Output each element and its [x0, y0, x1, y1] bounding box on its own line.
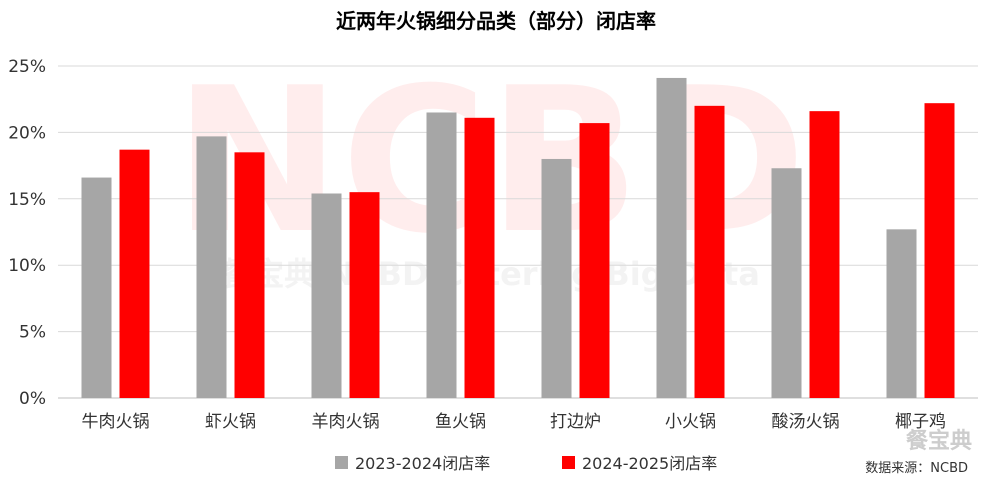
x-tick-label: 羊肉火锅 [312, 412, 380, 432]
bar-2 [924, 103, 955, 399]
x-axis-tick-labels: 牛肉火锅 虾火锅 羊肉火锅 鱼火锅 打边炉 小火锅 酸汤火锅 椰子鸡 [82, 412, 947, 432]
bars [81, 77, 955, 399]
bar-1 [656, 77, 687, 399]
legend-label: 2024-2025闭店率 [582, 454, 717, 473]
bar-2 [579, 123, 610, 398]
legend-swatch [335, 456, 348, 469]
bar-1 [196, 136, 227, 398]
x-tick-label: 酸汤火锅 [772, 412, 840, 432]
y-tick-label: 15% [8, 190, 46, 210]
bar-1 [426, 112, 457, 398]
bar-2 [234, 152, 265, 398]
bar-2 [809, 111, 840, 398]
chart-title: 近两年火锅细分品类（部分）闭店率 [336, 9, 656, 33]
x-tick-label: 椰子鸡 [895, 412, 946, 432]
y-tick-label: 25% [8, 57, 46, 77]
bar-1 [81, 177, 112, 398]
bar-1 [886, 229, 917, 398]
legend: 2023-2024闭店率 2024-2025闭店率 [335, 454, 717, 473]
y-tick-label: 20% [8, 123, 46, 143]
bar-2 [119, 149, 150, 398]
brand-logo: 餐宝典 [906, 428, 972, 454]
y-tick-label: 10% [8, 256, 46, 276]
x-tick-label: 鱼火锅 [435, 412, 486, 432]
x-tick-label: 小火锅 [665, 412, 716, 432]
bar-1 [541, 158, 572, 398]
bar-2 [349, 192, 380, 398]
y-axis-tick-labels: 0% 5% 10% 15% 20% 25% [8, 57, 46, 409]
x-tick-label: 牛肉火锅 [82, 412, 150, 432]
bar-1 [311, 193, 342, 398]
y-tick-label: 0% [19, 389, 46, 409]
y-tick-label: 5% [19, 323, 46, 343]
bar-1 [771, 168, 802, 398]
legend-swatch [562, 456, 575, 469]
x-tick-label: 虾火锅 [205, 412, 256, 432]
bar-2 [464, 117, 495, 399]
source-note: 数据来源：NCBD [865, 461, 968, 476]
legend-label: 2023-2024闭店率 [355, 454, 490, 473]
bar-2 [694, 105, 725, 398]
x-tick-label: 打边炉 [550, 412, 601, 432]
